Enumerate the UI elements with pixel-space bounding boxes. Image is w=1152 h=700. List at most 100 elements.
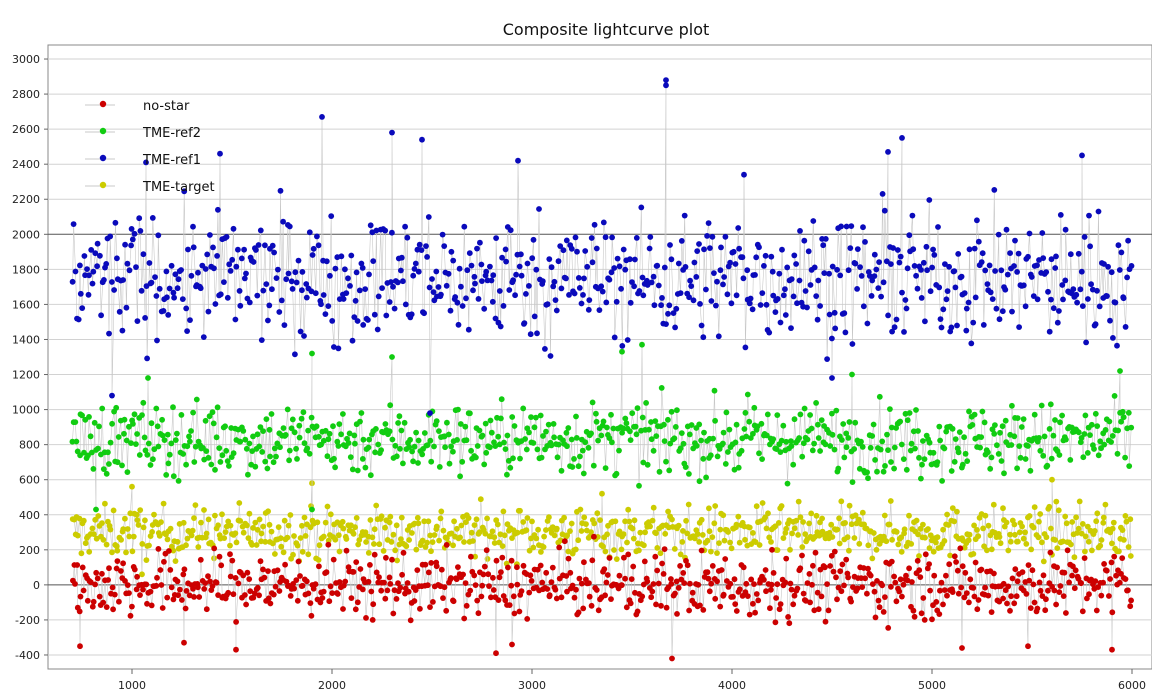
data-point — [317, 599, 324, 606]
data-point — [593, 410, 599, 417]
data-point — [684, 530, 691, 537]
data-point — [1000, 595, 1006, 602]
data-point — [974, 527, 980, 533]
data-point — [109, 392, 115, 399]
data-point — [662, 530, 669, 537]
data-point — [534, 446, 541, 453]
data-point — [227, 542, 233, 549]
data-point — [634, 608, 641, 615]
data-point — [245, 471, 251, 478]
data-point — [774, 296, 781, 302]
data-point — [937, 437, 943, 444]
data-point — [312, 290, 319, 297]
data-point — [156, 285, 163, 292]
data-point — [741, 426, 748, 432]
data-point — [129, 603, 135, 610]
data-point — [355, 541, 362, 548]
data-point — [1035, 534, 1042, 541]
data-point — [588, 529, 594, 535]
data-point — [433, 268, 440, 275]
data-point — [323, 569, 330, 576]
data-point — [880, 533, 887, 540]
data-point — [454, 437, 460, 443]
data-point — [686, 431, 693, 438]
data-point — [496, 288, 503, 294]
data-point — [1062, 513, 1069, 520]
data-point — [867, 572, 874, 579]
data-point — [1122, 513, 1129, 519]
data-point — [459, 303, 466, 309]
data-point — [397, 445, 403, 452]
data-point — [202, 580, 209, 586]
data-point — [806, 520, 812, 527]
data-point — [244, 522, 250, 529]
data-point — [916, 454, 922, 461]
data-point — [313, 423, 320, 430]
data-point — [624, 337, 631, 343]
data-point — [808, 510, 815, 517]
data-point — [930, 449, 937, 456]
data-point — [611, 265, 618, 271]
data-point — [738, 447, 745, 454]
data-point — [1052, 537, 1059, 543]
data-point — [894, 247, 901, 253]
data-point — [807, 412, 813, 418]
data-point — [319, 114, 325, 120]
data-point — [971, 522, 977, 529]
data-point — [931, 572, 938, 579]
data-point — [897, 418, 904, 425]
data-point — [543, 527, 549, 533]
data-point — [157, 567, 164, 573]
data-point — [831, 446, 838, 453]
data-point — [564, 443, 570, 450]
data-point — [73, 438, 80, 445]
data-point — [345, 564, 352, 571]
data-point — [154, 574, 160, 581]
data-point — [1091, 528, 1098, 534]
data-point — [553, 307, 560, 314]
data-point — [752, 272, 758, 278]
data-point — [636, 288, 643, 294]
data-point — [353, 559, 360, 565]
data-point — [139, 412, 145, 418]
chart-title: Composite lightcurve plot — [503, 20, 710, 39]
x-tick-label: 2000 — [318, 679, 346, 692]
data-point — [852, 512, 859, 519]
data-point — [134, 573, 141, 580]
data-point — [507, 227, 514, 234]
data-point — [575, 463, 582, 470]
data-point — [817, 448, 823, 454]
data-point — [390, 610, 397, 617]
data-point — [498, 569, 504, 575]
data-point — [359, 265, 366, 271]
data-point — [959, 563, 966, 570]
data-point — [860, 224, 866, 231]
data-point — [130, 533, 137, 540]
data-point — [491, 534, 498, 541]
data-point — [350, 530, 357, 537]
data-point — [687, 277, 693, 284]
data-point — [759, 290, 766, 296]
data-point — [166, 451, 173, 458]
data-point — [824, 356, 830, 362]
data-point — [466, 250, 473, 256]
data-point — [704, 537, 711, 544]
data-point — [293, 445, 299, 452]
data-point — [190, 585, 196, 592]
data-point — [507, 464, 514, 471]
data-point — [578, 528, 585, 534]
data-point — [787, 546, 793, 553]
data-point — [291, 585, 297, 592]
data-point — [467, 587, 474, 594]
data-point — [95, 513, 102, 519]
data-point — [850, 584, 856, 590]
data-point — [109, 584, 116, 591]
data-point — [913, 407, 919, 413]
data-point — [712, 595, 719, 602]
data-point — [763, 301, 770, 308]
data-point — [114, 255, 120, 262]
data-point — [477, 496, 484, 503]
data-point — [926, 439, 933, 446]
data-point — [289, 286, 296, 292]
data-point — [164, 294, 170, 301]
